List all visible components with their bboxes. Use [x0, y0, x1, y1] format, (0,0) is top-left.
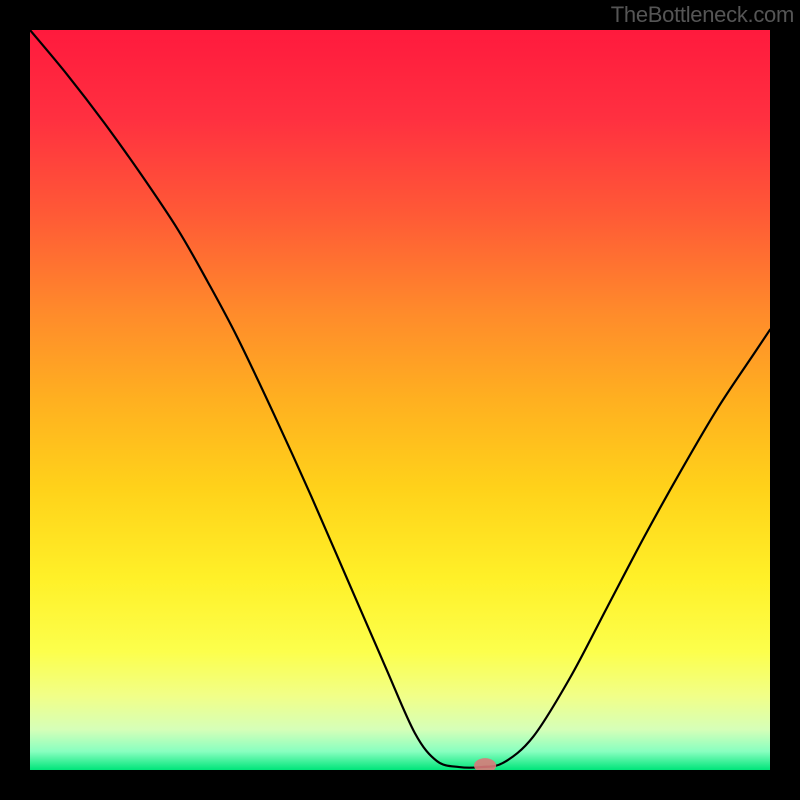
chart-frame: TheBottleneck.com	[0, 0, 800, 800]
plot-background	[30, 30, 770, 770]
attribution-label: TheBottleneck.com	[611, 2, 794, 28]
bottleneck-plot	[30, 30, 770, 770]
plot-svg	[30, 30, 770, 770]
